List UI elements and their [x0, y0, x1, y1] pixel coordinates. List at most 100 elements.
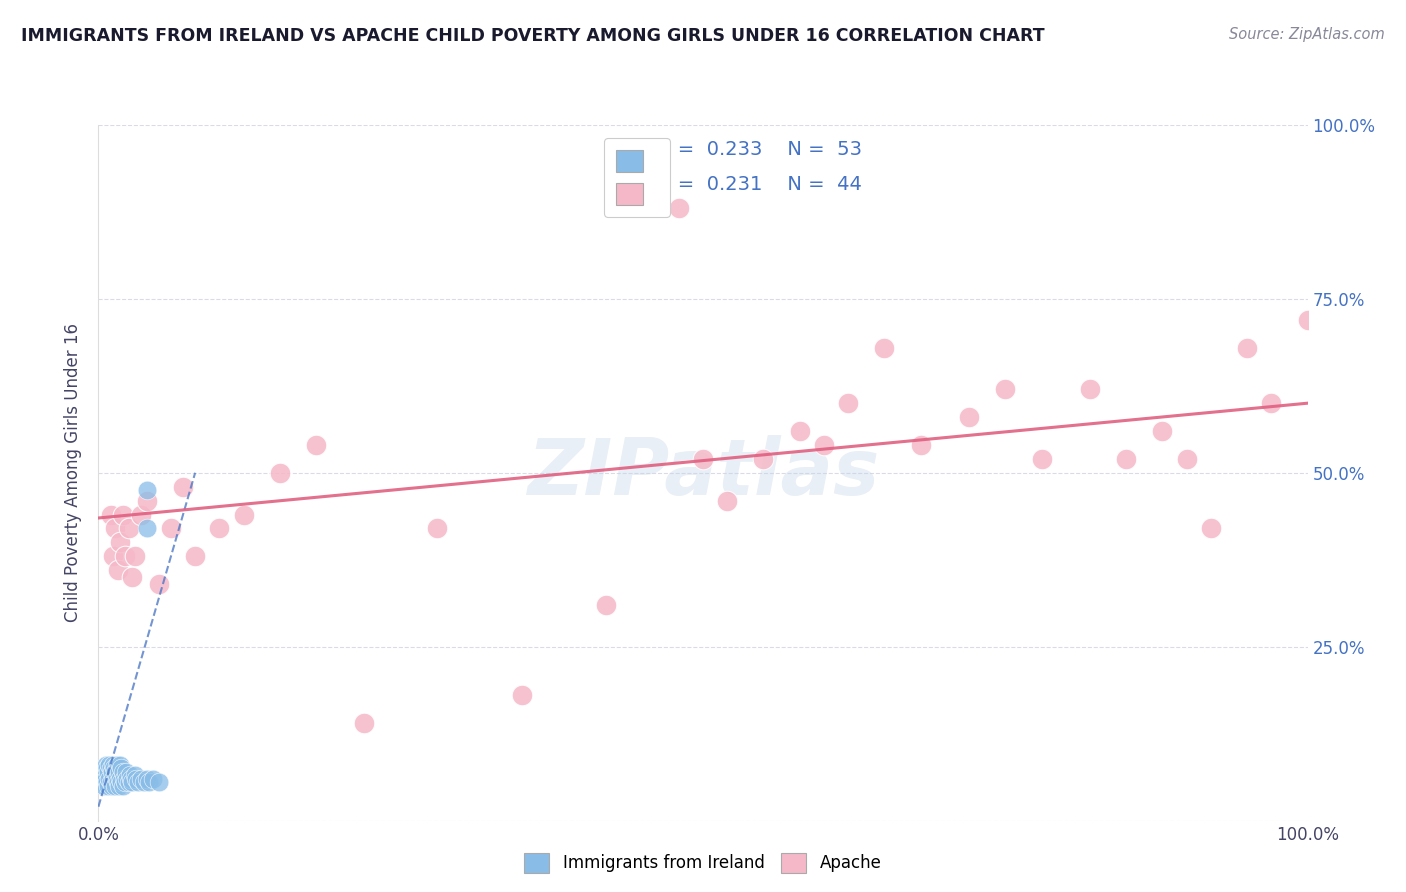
Point [108, 772, 131, 786]
Point [1236, 341, 1258, 355]
Point [108, 758, 131, 772]
Text: R =  0.233    N =  53: R = 0.233 N = 53 [658, 140, 862, 159]
Point [1115, 451, 1137, 466]
Point [97, 779, 120, 793]
Point [172, 480, 194, 494]
Point [1260, 396, 1282, 410]
Point [100, 775, 122, 789]
Point [1031, 451, 1053, 466]
Point [91, 768, 114, 782]
Point [93, 764, 115, 779]
Point [121, 775, 143, 789]
Point [117, 772, 139, 786]
Point [142, 772, 165, 786]
Point [135, 483, 157, 498]
Point [114, 549, 136, 564]
Point [1175, 451, 1198, 466]
Point [103, 775, 125, 789]
Point [100, 761, 122, 775]
Point [813, 438, 835, 452]
Point [138, 775, 160, 789]
Point [148, 577, 170, 591]
Point [91, 775, 114, 789]
Point [716, 493, 738, 508]
Point [426, 521, 449, 535]
Point [873, 341, 896, 355]
Point [115, 764, 138, 779]
Point [101, 772, 124, 786]
Point [94, 772, 117, 786]
Point [100, 779, 122, 793]
Point [837, 396, 859, 410]
Point [789, 424, 811, 438]
Point [101, 758, 124, 772]
Point [111, 508, 134, 522]
Point [595, 598, 617, 612]
Point [104, 764, 127, 779]
Legend: , : , [605, 138, 671, 217]
Point [120, 772, 142, 786]
Point [752, 451, 775, 466]
Point [98, 772, 121, 786]
Point [104, 779, 127, 793]
Point [103, 761, 125, 775]
Point [111, 779, 134, 793]
Point [124, 768, 146, 782]
Point [910, 438, 932, 452]
Point [510, 689, 533, 703]
Point [110, 761, 132, 775]
Point [353, 716, 375, 731]
Point [148, 775, 170, 789]
Point [692, 451, 714, 466]
Point [129, 772, 152, 786]
Text: IMMIGRANTS FROM IRELAND VS APACHE CHILD POVERTY AMONG GIRLS UNDER 16 CORRELATION: IMMIGRANTS FROM IRELAND VS APACHE CHILD … [21, 27, 1045, 45]
Point [118, 768, 141, 782]
Point [108, 779, 131, 793]
Point [111, 764, 134, 779]
Point [129, 508, 152, 522]
Point [118, 775, 141, 789]
Point [121, 570, 143, 584]
Point [125, 772, 148, 786]
Point [114, 775, 136, 789]
Point [135, 772, 157, 786]
Point [135, 521, 157, 535]
Point [98, 758, 121, 772]
Point [100, 508, 122, 522]
Text: R =  0.231    N =  44: R = 0.231 N = 44 [658, 175, 862, 194]
Point [1296, 312, 1319, 326]
Point [101, 549, 124, 564]
Point [97, 764, 120, 779]
Point [107, 761, 129, 775]
Text: Source: ZipAtlas.com: Source: ZipAtlas.com [1229, 27, 1385, 42]
Point [118, 521, 141, 535]
Point [94, 758, 117, 772]
Point [135, 493, 157, 508]
Point [100, 764, 122, 779]
Point [1078, 382, 1101, 396]
Legend: Immigrants from Ireland, Apache: Immigrants from Ireland, Apache [517, 847, 889, 880]
Point [127, 775, 149, 789]
Point [105, 758, 128, 772]
Point [108, 535, 131, 549]
Point [104, 521, 127, 535]
Point [184, 549, 207, 564]
Point [107, 775, 129, 789]
Y-axis label: Child Poverty Among Girls Under 16: Child Poverty Among Girls Under 16 [65, 323, 83, 623]
Point [232, 508, 254, 522]
Point [112, 772, 135, 786]
Point [105, 772, 128, 786]
Point [110, 775, 132, 789]
Point [160, 521, 183, 535]
Point [124, 549, 146, 564]
Point [269, 466, 291, 480]
Point [668, 202, 690, 216]
Point [957, 410, 980, 425]
Point [305, 438, 328, 452]
Point [96, 775, 118, 789]
Point [208, 521, 231, 535]
Point [1152, 424, 1174, 438]
Point [108, 764, 131, 779]
Point [134, 775, 156, 789]
Point [107, 563, 129, 577]
